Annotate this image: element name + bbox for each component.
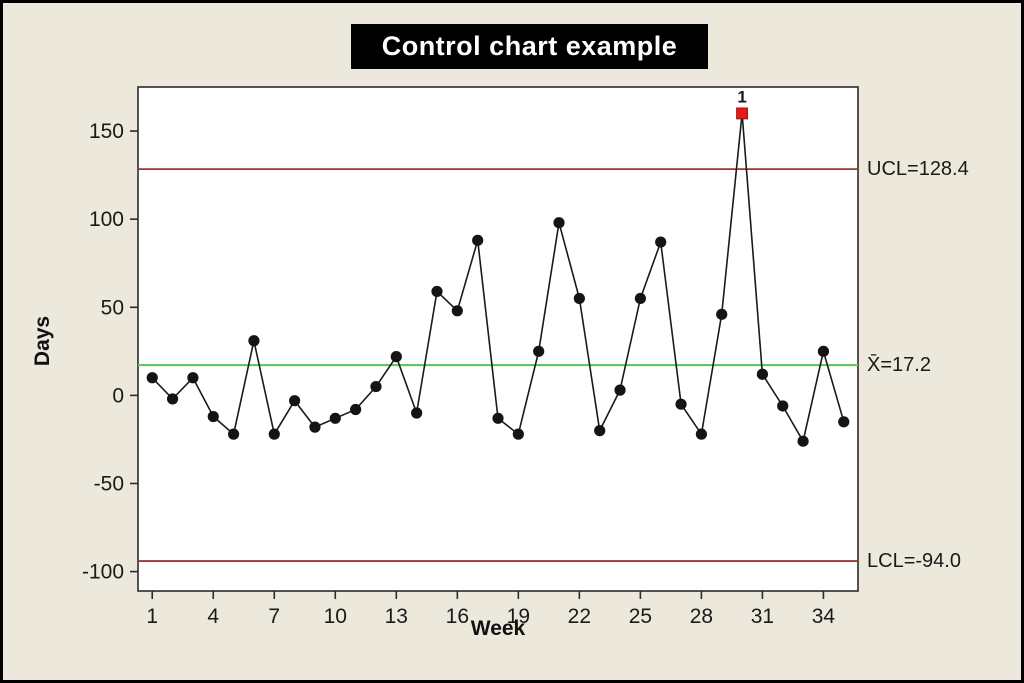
plot-area <box>137 86 859 592</box>
y-axis-tick-label: -50 <box>94 473 124 496</box>
data-point <box>695 428 707 440</box>
data-point <box>492 412 504 424</box>
y-axis-title: Days <box>31 315 54 367</box>
data-point <box>573 292 585 305</box>
ucl-label: UCL=128.4 <box>867 158 969 180</box>
data-point <box>146 372 158 384</box>
y-axis-tick-label: -100 <box>82 561 124 584</box>
x-axis-tick-label: 25 <box>629 605 652 628</box>
data-point <box>675 398 687 410</box>
data-point <box>655 236 667 248</box>
data-point <box>777 400 789 412</box>
x-axis-tick-label: 34 <box>812 605 836 628</box>
x-axis-title: Week <box>470 617 526 640</box>
x-axis-tick-label: 10 <box>324 605 347 628</box>
x-axis-tick-label: 28 <box>690 605 713 628</box>
data-point <box>716 308 728 320</box>
control-chart-plot: 150 100 50 0 -50 -100 1 4 7 10 13 16 19 22 25 28 31 34 1 <box>82 86 859 628</box>
data-point <box>268 428 280 440</box>
out-of-control-point-label: 1 <box>737 87 746 106</box>
data-point <box>207 410 219 423</box>
data-point <box>512 428 524 440</box>
data-point <box>634 292 646 305</box>
data-point <box>227 428 240 440</box>
x-axis-tick-label: 1 <box>146 605 158 628</box>
y-axis-tick-label: 0 <box>112 384 124 407</box>
data-point <box>411 407 423 419</box>
data-point <box>289 395 301 407</box>
data-point <box>431 285 443 298</box>
y-axis-tick-label: 100 <box>89 208 124 231</box>
x-axis-tick-label: 4 <box>207 605 219 628</box>
lcl-label: LCL=-94.0 <box>867 550 961 572</box>
data-point <box>390 351 402 363</box>
data-point <box>797 435 809 447</box>
data-point <box>370 380 382 393</box>
y-axis-tick-label: 50 <box>101 296 124 319</box>
x-axis-tick-label: 22 <box>568 605 591 628</box>
data-point <box>329 412 341 424</box>
x-axis-tick-label: 31 <box>751 605 774 628</box>
data-point <box>553 217 565 229</box>
data-point <box>817 345 830 357</box>
data-point <box>248 335 260 347</box>
data-point <box>472 234 484 246</box>
x-axis-tick-label: 7 <box>268 605 280 628</box>
chart-title: Control chart example <box>351 24 708 69</box>
data-point <box>614 384 626 396</box>
data-point <box>838 416 850 428</box>
data-point <box>533 345 545 357</box>
data-point <box>187 372 199 384</box>
x-axis-tick-label: 13 <box>385 605 408 628</box>
center-line-label: X̄=17.2 <box>867 354 931 376</box>
x-axis-tick-label: 16 <box>446 605 469 628</box>
data-point <box>756 368 769 380</box>
data-point <box>166 393 179 405</box>
out-of-control-point <box>736 107 748 120</box>
data-point <box>594 425 606 437</box>
data-point <box>350 403 362 416</box>
data-point <box>309 421 321 433</box>
y-axis-tick-label: 150 <box>89 120 124 143</box>
data-point <box>451 305 463 317</box>
x-axis-tick-label: 19 <box>507 605 530 628</box>
